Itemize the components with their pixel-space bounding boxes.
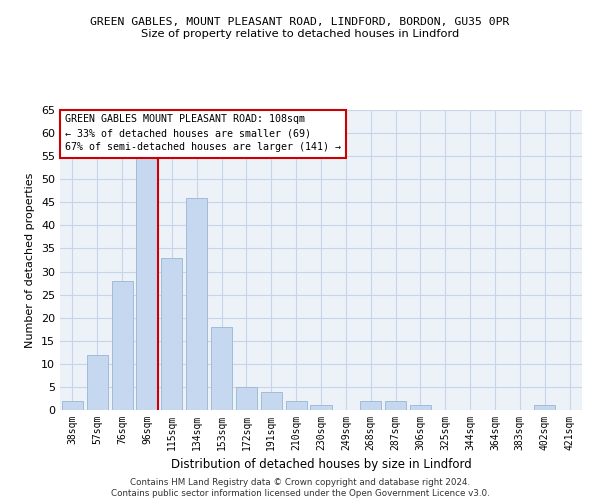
Bar [286,401,307,410]
Bar [261,392,282,410]
Text: GREEN GABLES MOUNT PLEASANT ROAD: 108sqm
← 33% of detached houses are smaller (6: GREEN GABLES MOUNT PLEASANT ROAD: 108sqm… [65,114,341,152]
Bar [161,258,182,410]
Bar [236,387,257,410]
Bar [211,327,232,410]
Bar [410,406,431,410]
Bar [385,401,406,410]
Bar [186,198,207,410]
Text: Contains HM Land Registry data © Crown copyright and database right 2024.
Contai: Contains HM Land Registry data © Crown c… [110,478,490,498]
Bar [62,401,83,410]
Bar [112,281,133,410]
Bar [136,156,158,410]
Text: GREEN GABLES, MOUNT PLEASANT ROAD, LINDFORD, BORDON, GU35 0PR: GREEN GABLES, MOUNT PLEASANT ROAD, LINDF… [91,18,509,28]
Bar [310,406,332,410]
Bar [360,401,381,410]
Bar [534,406,555,410]
X-axis label: Distribution of detached houses by size in Lindford: Distribution of detached houses by size … [170,458,472,471]
Y-axis label: Number of detached properties: Number of detached properties [25,172,35,348]
Text: Size of property relative to detached houses in Lindford: Size of property relative to detached ho… [141,29,459,39]
Bar [87,354,108,410]
